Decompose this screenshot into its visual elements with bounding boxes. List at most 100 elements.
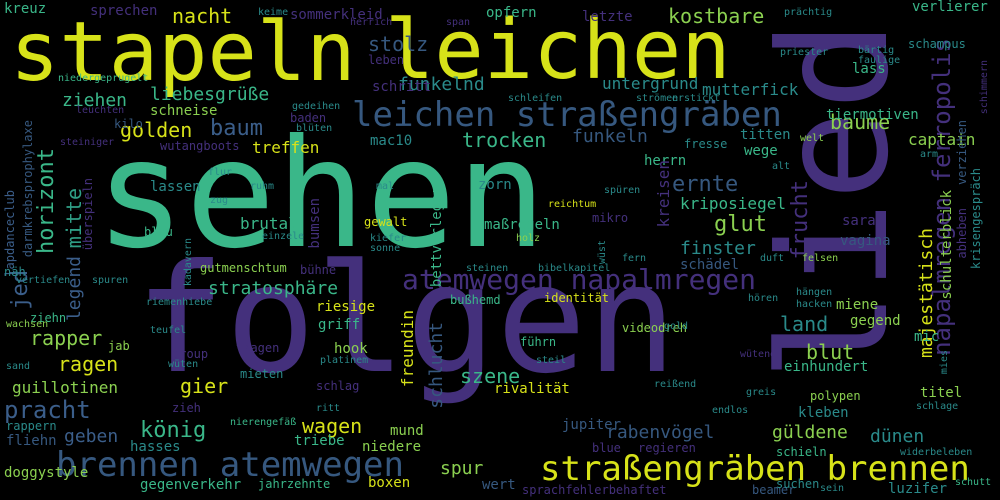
word: wutangboots bbox=[160, 139, 240, 153]
word: schimmern bbox=[979, 60, 990, 115]
word: wert bbox=[482, 477, 516, 493]
word: bühne bbox=[300, 263, 337, 277]
word: untergrund bbox=[602, 74, 699, 93]
word: regieren bbox=[638, 441, 696, 455]
word: wege bbox=[744, 143, 778, 159]
word: span bbox=[446, 17, 471, 28]
word: dünen bbox=[870, 426, 925, 447]
word: gewalt bbox=[364, 215, 408, 229]
word: erstickt bbox=[672, 93, 721, 104]
word: folgen bbox=[135, 233, 677, 407]
word: fliehn bbox=[6, 433, 57, 449]
word: lass bbox=[852, 61, 886, 77]
word: einhundert bbox=[784, 359, 869, 375]
word: verziehen bbox=[955, 120, 969, 186]
word: krisengespräch bbox=[969, 168, 983, 270]
word: mic bbox=[914, 329, 940, 345]
word: riesige bbox=[316, 299, 376, 315]
word: leichen bbox=[385, 3, 731, 98]
word: group bbox=[172, 347, 209, 361]
word: faulige bbox=[858, 55, 901, 66]
word: sein bbox=[820, 483, 845, 494]
word: kiefer bbox=[370, 233, 407, 244]
word: gutmenschtum bbox=[200, 261, 287, 275]
word: identität bbox=[544, 291, 610, 305]
word: duft bbox=[760, 253, 785, 264]
word: blue bbox=[592, 441, 621, 455]
word: alt bbox=[772, 161, 791, 172]
word: sehen bbox=[95, 108, 547, 282]
word: treffen bbox=[252, 138, 320, 157]
word: trocken bbox=[462, 128, 547, 152]
word: baume bbox=[830, 110, 891, 134]
word: gegenverkehr bbox=[140, 477, 242, 493]
word: greis bbox=[746, 387, 777, 398]
word: vertiefen bbox=[16, 275, 71, 286]
word: spüren bbox=[604, 185, 641, 196]
word: herrn bbox=[644, 153, 687, 169]
word: gier bbox=[180, 374, 229, 398]
word: glut bbox=[714, 212, 767, 237]
word: ragen bbox=[58, 352, 119, 376]
word: rabenvögel bbox=[606, 422, 715, 443]
word: führn bbox=[520, 335, 557, 349]
word: ziehn bbox=[30, 311, 67, 325]
word: schutt bbox=[955, 477, 992, 488]
word: jab bbox=[108, 339, 130, 353]
word: leben bbox=[368, 53, 405, 67]
word: gegend bbox=[850, 313, 901, 329]
word: arm bbox=[920, 149, 939, 160]
word: ernte bbox=[672, 172, 739, 197]
word: geben bbox=[64, 426, 119, 447]
word: ritt bbox=[316, 403, 341, 414]
word: niedere bbox=[362, 439, 422, 455]
word: darmkrebsprophylaxe bbox=[21, 120, 35, 258]
word: niedergeprugelt bbox=[58, 73, 149, 84]
word: gold bbox=[664, 321, 689, 332]
word: keime bbox=[258, 7, 289, 18]
word: stolz bbox=[368, 32, 429, 56]
word: mieten bbox=[240, 367, 284, 381]
word: kostbare bbox=[668, 4, 765, 28]
word: bibelkapitel bbox=[538, 263, 611, 274]
word: kriposiegel bbox=[680, 194, 786, 213]
word: maßregeln bbox=[484, 217, 560, 233]
word: sarah bbox=[842, 213, 885, 229]
word: stapeln bbox=[10, 5, 356, 100]
word: blau bbox=[144, 225, 173, 239]
word: beamer bbox=[752, 483, 796, 497]
word: wüst bbox=[597, 240, 608, 265]
word: zieh bbox=[172, 401, 201, 415]
word: reichtum bbox=[548, 199, 597, 210]
word: horizont bbox=[34, 148, 59, 254]
word: jahrzehnte bbox=[258, 477, 331, 491]
word: wagen bbox=[302, 414, 363, 438]
word: endlos bbox=[712, 405, 749, 416]
word: opfern bbox=[486, 5, 537, 21]
word: holz bbox=[516, 233, 541, 244]
word: steinen bbox=[466, 263, 509, 274]
word: funkelnd bbox=[398, 74, 485, 95]
word: mies bbox=[939, 350, 950, 375]
word: näh bbox=[4, 265, 26, 279]
word: widerbeleben bbox=[900, 447, 973, 458]
word: platinem bbox=[320, 355, 369, 366]
word: tragen bbox=[236, 341, 280, 355]
word: einzele bbox=[262, 231, 305, 242]
word: güldene bbox=[772, 422, 848, 443]
word: miene bbox=[836, 297, 879, 313]
word: schlucht bbox=[426, 322, 447, 409]
word: spur bbox=[440, 458, 484, 479]
word: strömen bbox=[636, 93, 679, 104]
word: straßengräben brennen bbox=[540, 449, 970, 489]
word: hacken bbox=[796, 299, 833, 310]
word: mac10 bbox=[370, 133, 413, 149]
word: welt bbox=[800, 133, 825, 144]
word: letzte bbox=[582, 9, 633, 25]
word: freundin bbox=[398, 310, 417, 388]
word: flur bbox=[208, 167, 233, 178]
word: spuren bbox=[92, 275, 129, 286]
word: kleben bbox=[798, 405, 849, 421]
word: vagina bbox=[840, 233, 891, 249]
word: sprachfehlerbehaftet bbox=[522, 483, 667, 497]
